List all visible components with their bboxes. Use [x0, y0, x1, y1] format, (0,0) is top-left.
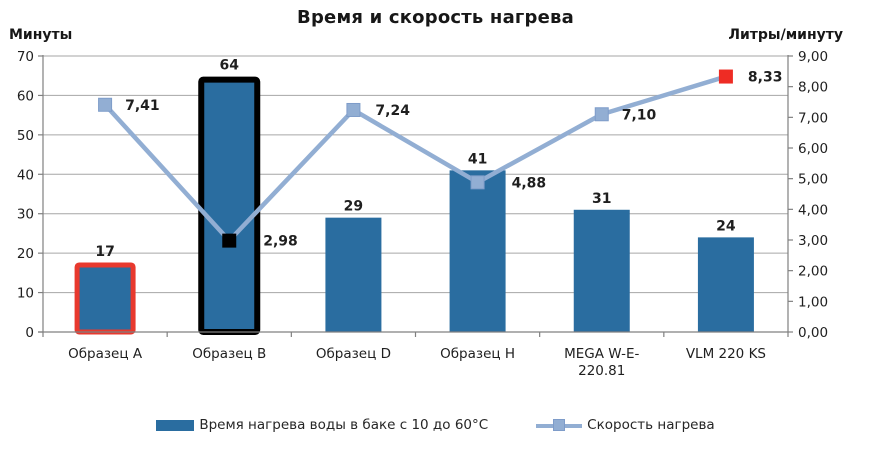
y-left-tick-label: 30 — [17, 207, 34, 223]
y-left-tick-label: 0 — [25, 325, 34, 341]
y-left-tick-label: 70 — [17, 49, 34, 65]
plot-area: 17 64 29 41 31 24 0 10 20 30 40 50 60 70 0,00 1,00 2,00 3… — [17, 49, 828, 379]
line-marker — [594, 107, 609, 122]
line-value-label: 8,33 — [748, 70, 783, 86]
bar-series-swatch — [156, 419, 195, 431]
line-series-marker-icon — [553, 419, 566, 431]
bar — [573, 209, 630, 332]
line-marker — [470, 175, 485, 190]
line-value-label: 7,41 — [125, 98, 160, 114]
bar — [74, 262, 136, 335]
y-right-tick-label: 7,00 — [798, 110, 828, 126]
bar — [449, 170, 506, 332]
legend: Время нагрева воды в баке с 10 до 60°С С… — [0, 417, 871, 433]
y-right-tick-label: 3,00 — [798, 233, 828, 249]
bar-value-label: 29 — [344, 199, 363, 215]
legend-item-bar-series: Время нагрева воды в баке с 10 до 60°С — [156, 417, 488, 433]
y-left-tick-label: 40 — [17, 167, 34, 183]
bar — [198, 76, 261, 335]
bar-value-label: 17 — [95, 244, 114, 260]
x-tick-label: MEGA W-E- — [564, 346, 639, 362]
y-right-tick-label: 6,00 — [798, 141, 828, 157]
y-right-tick-label: 1,00 — [798, 294, 828, 310]
legend-item-line-series: Скорость нагрева — [536, 417, 715, 433]
x-tick-label: Образец A — [68, 346, 143, 362]
line-series-label: Скорость нагрева — [587, 417, 715, 433]
line-value-label: 7,24 — [375, 103, 410, 119]
bar-value-label: 41 — [468, 151, 487, 167]
right-axis-unit-label: Литры/минуту — [728, 27, 843, 43]
line-marker — [718, 69, 733, 84]
y-right-tick-label: 9,00 — [798, 49, 828, 65]
y-right-tick-label: 5,00 — [798, 172, 828, 188]
line-value-label: 4,88 — [512, 175, 547, 191]
line-marker — [222, 233, 237, 248]
y-right-tick-label: 0,00 — [798, 325, 828, 341]
x-tick-label: Образец D — [316, 346, 391, 362]
left-axis-unit-label: Минуты — [9, 27, 73, 43]
bar-value-label: 24 — [716, 218, 736, 234]
line-series-swatch — [536, 419, 583, 432]
line-marker — [98, 97, 113, 112]
line-marker — [346, 102, 361, 117]
line-value-label: 7,10 — [622, 107, 657, 123]
bar-value-label: 64 — [220, 58, 240, 74]
y-left-tick-label: 50 — [17, 128, 34, 144]
bar-series-label: Время нагрева воды в баке с 10 до 60°С — [199, 417, 489, 433]
y-left-tick-label: 60 — [17, 88, 34, 104]
y-left-tick-label: 10 — [17, 286, 34, 302]
line-value-label: 2,98 — [263, 234, 298, 250]
x-tick-label: 220.81 — [578, 363, 625, 379]
x-tick-label: VLM 220 KS — [686, 346, 766, 362]
y-left-tick-label: 20 — [17, 246, 34, 262]
x-tick-label: Образец H — [440, 346, 515, 362]
bar — [697, 237, 754, 332]
x-tick-label: Образец B — [192, 346, 266, 362]
y-right-tick-label: 4,00 — [798, 202, 828, 218]
y-right-tick-label: 8,00 — [798, 80, 828, 96]
line-series — [103, 74, 727, 243]
chart-title: Время и скорость нагрева — [297, 7, 574, 28]
bar — [325, 217, 382, 332]
y-right-tick-label: 2,00 — [798, 264, 828, 280]
bar-value-label: 31 — [592, 191, 611, 207]
